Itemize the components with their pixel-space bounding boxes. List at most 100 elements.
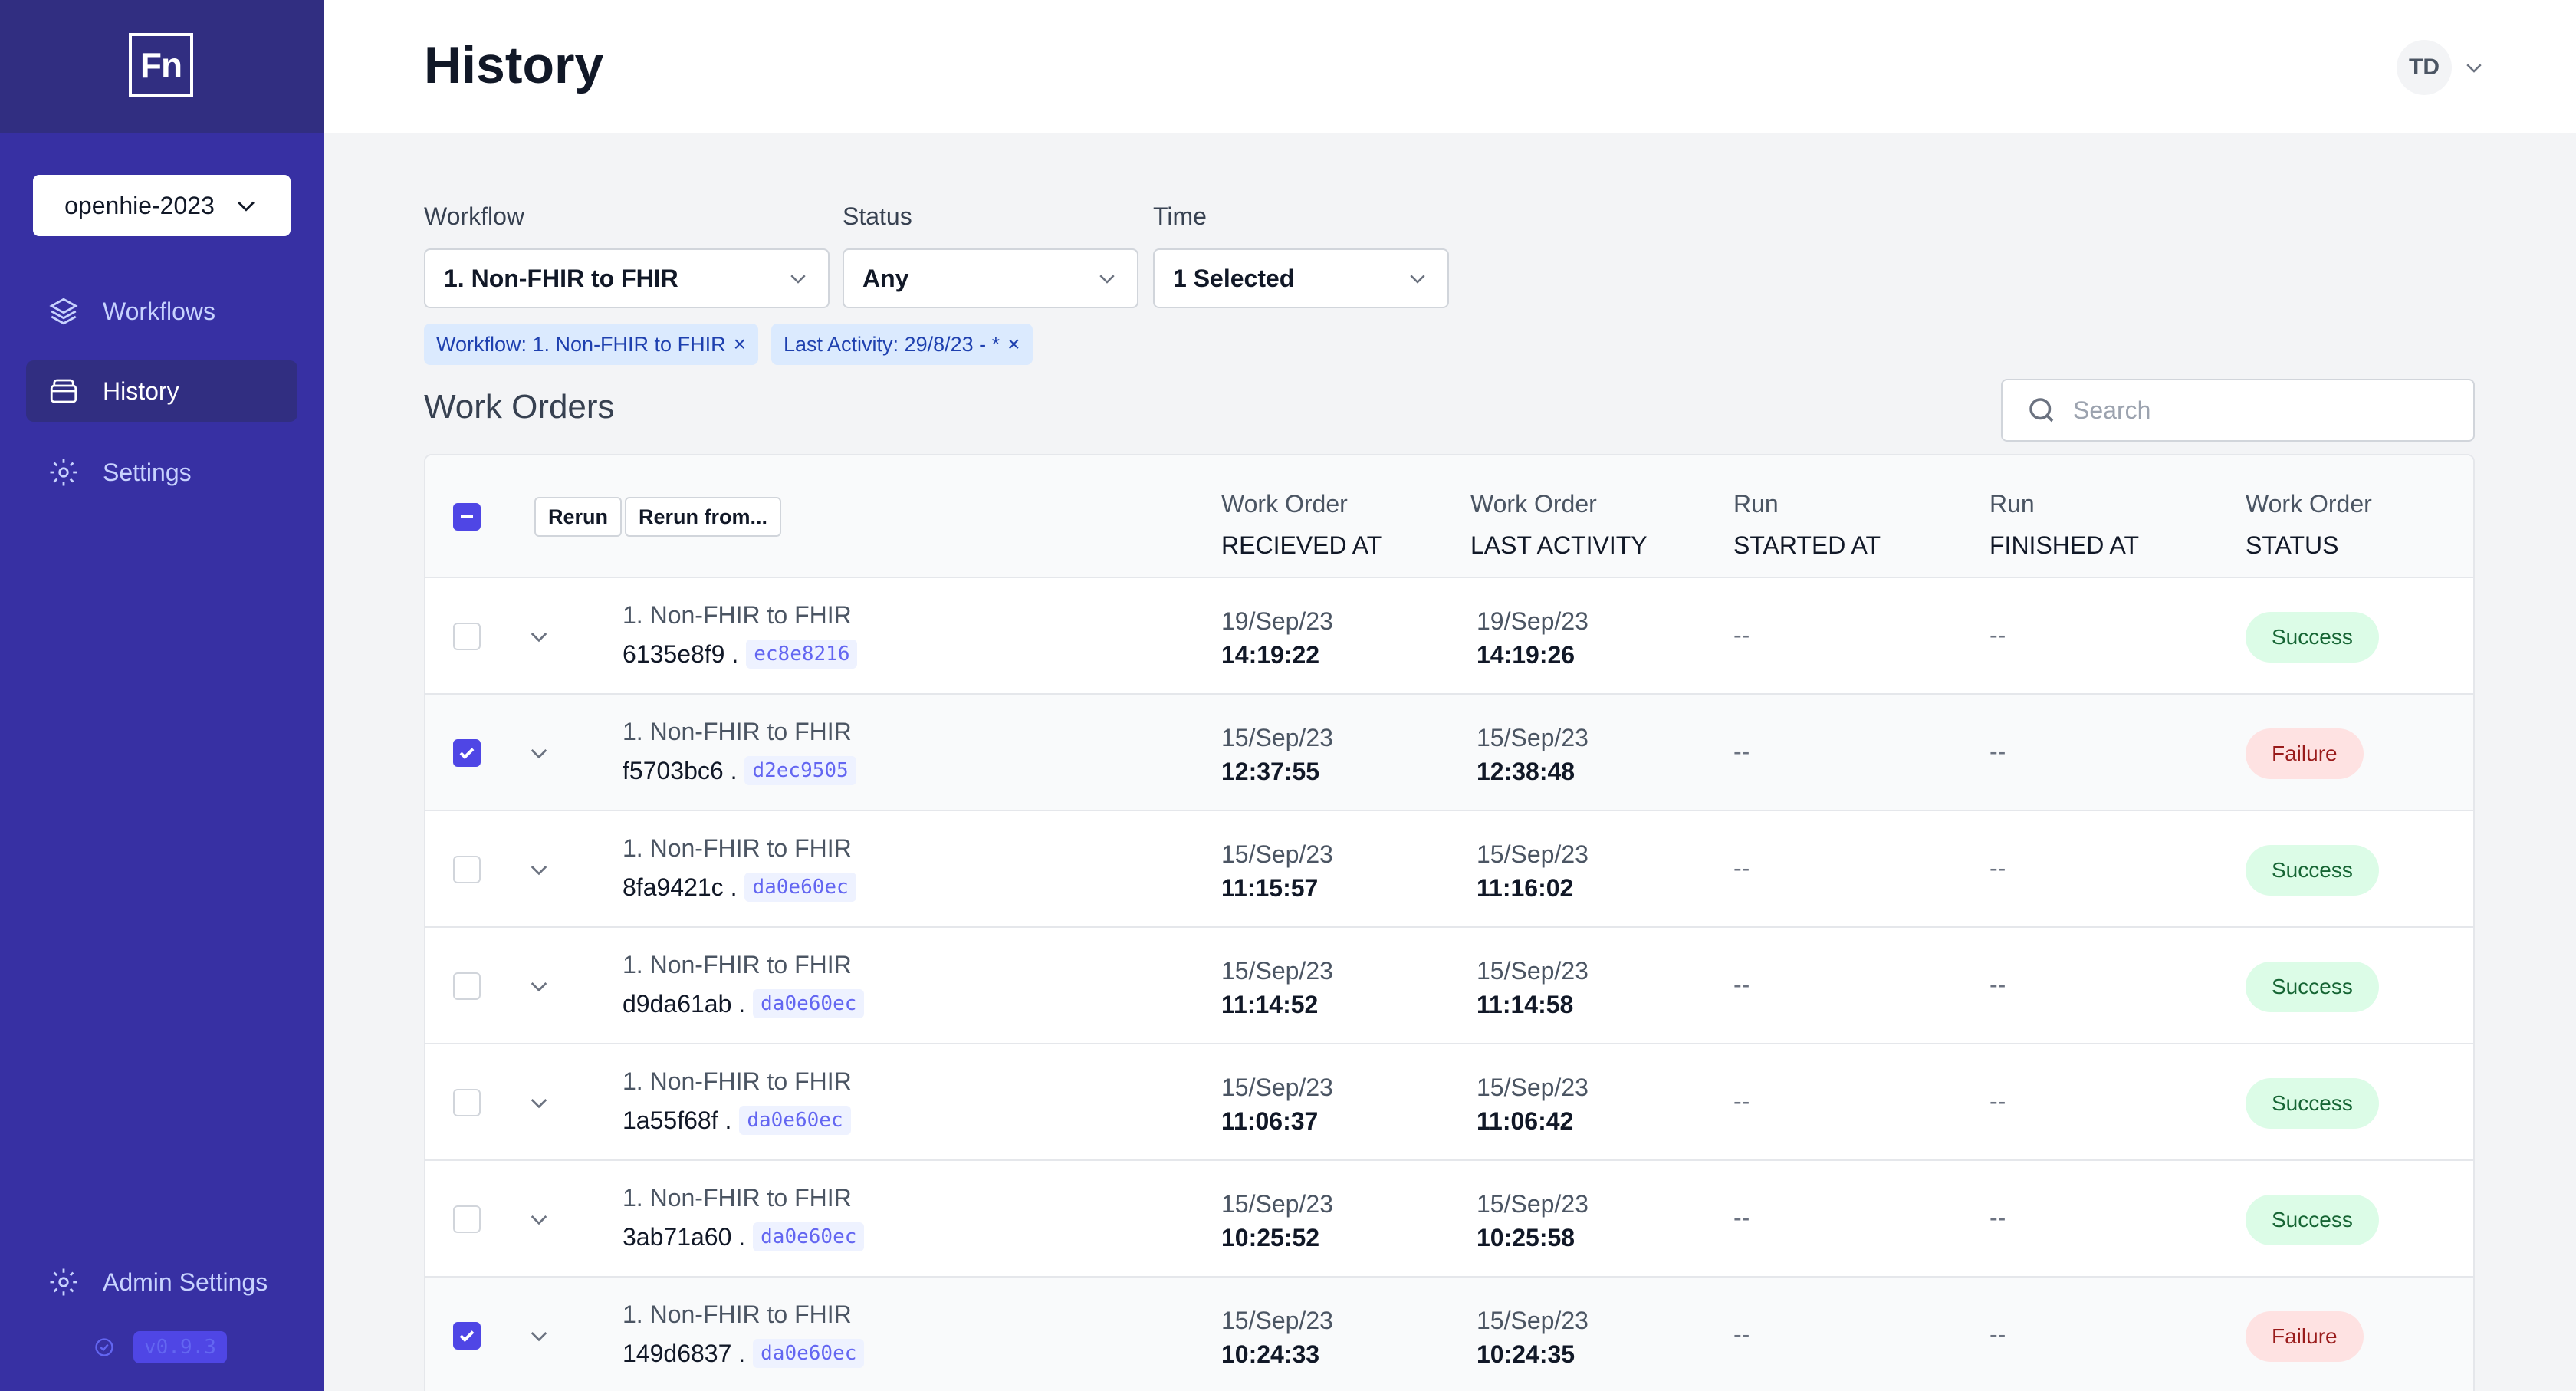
select-all-checkbox[interactable]	[453, 503, 481, 531]
column-header-finished[interactable]: Run FINISHED AT	[1990, 483, 2139, 566]
activity-date: 15/Sep/23	[1477, 1074, 1589, 1101]
received-date: 15/Sep/23	[1221, 724, 1333, 751]
version-info: v0.9.3	[94, 1331, 227, 1363]
sidebar-item-settings[interactable]: Settings	[26, 442, 297, 503]
time-filter-select[interactable]: 1 Selected	[1153, 248, 1449, 308]
avatar[interactable]: TD	[2397, 40, 2452, 95]
chevron-down-icon	[1410, 275, 1425, 284]
status-filter-label: Status	[843, 202, 912, 230]
chevron-down-icon[interactable]	[527, 741, 551, 765]
work-order-id: 149d6837 . da0e60ec	[623, 1339, 865, 1368]
work-order-id-text: 8fa9421c .	[623, 873, 738, 901]
status-filter-select[interactable]: Any	[843, 248, 1138, 308]
rerun-button[interactable]: Rerun	[534, 497, 623, 537]
received-date: 15/Sep/23	[1221, 1074, 1333, 1101]
table-row[interactable]: 1. Non-FHIR to FHIR 1a55f68f . da0e60ec 15/…	[426, 1044, 2473, 1161]
run-started-at: --	[1733, 1320, 1750, 1348]
chevron-down-icon[interactable]	[527, 1324, 551, 1348]
row-checkbox[interactable]	[453, 972, 481, 1000]
status-badge: Failure	[2246, 1311, 2364, 1362]
sidebar-header: Fn	[0, 0, 324, 133]
activity-date: 19/Sep/23	[1477, 607, 1589, 635]
sidebar-item-history[interactable]: History	[26, 360, 297, 422]
row-checkbox[interactable]	[453, 1322, 481, 1350]
row-checkbox[interactable]	[453, 623, 481, 650]
project-select[interactable]: openhie-2023	[33, 175, 291, 236]
chevron-down-icon[interactable]	[527, 857, 551, 882]
layers-icon	[49, 298, 78, 325]
run-finished-at: --	[1990, 971, 2006, 998]
row-checkbox[interactable]	[453, 856, 481, 883]
version-hash[interactable]: da0e60ec	[753, 1339, 865, 1368]
sidebar-item-label: History	[103, 377, 179, 405]
column-header-status[interactable]: Work Order STATUS	[2246, 483, 2372, 566]
search-input[interactable]	[2073, 396, 2441, 425]
run-finished-at: --	[1990, 738, 2006, 765]
chevron-down-icon[interactable]	[527, 624, 551, 649]
user-menu[interactable]: TD	[2397, 40, 2486, 95]
received-time: 10:24:33	[1221, 1340, 1320, 1368]
activity-date: 15/Sep/23	[1477, 1190, 1589, 1218]
column-header-line1: Work Order	[2246, 490, 2372, 518]
filter-chip-last-activity: Last Activity: 29/8/23 - * ×	[771, 324, 1033, 365]
table-row[interactable]: 1. Non-FHIR to FHIR f5703bc6 . d2ec9505 15/…	[426, 695, 2473, 811]
version-hash[interactable]: ec8e8216	[746, 640, 858, 669]
close-icon[interactable]: ×	[733, 332, 746, 356]
version-hash[interactable]: d2ec9505	[744, 756, 856, 785]
received-at: 15/Sep/23 11:14:52	[1221, 954, 1333, 1021]
close-icon[interactable]: ×	[1007, 332, 1020, 356]
chevron-down-icon[interactable]	[527, 1090, 551, 1115]
sidebar-item-admin-settings[interactable]: Admin Settings	[26, 1251, 297, 1313]
version-hash[interactable]: da0e60ec	[744, 873, 856, 902]
rerun-from-button[interactable]: Rerun from...	[625, 497, 782, 537]
activity-time: 14:19:26	[1477, 641, 1576, 669]
table-row[interactable]: 1. Non-FHIR to FHIR 149d6837 . da0e60ec 15/…	[426, 1278, 2473, 1391]
received-time: 14:19:22	[1221, 641, 1320, 669]
run-started-at: --	[1733, 1204, 1750, 1232]
column-header-line2: STARTED AT	[1733, 531, 1881, 559]
column-header-line1: Work Order	[1470, 490, 1597, 518]
last-activity: 15/Sep/23 11:06:42	[1477, 1070, 1589, 1138]
row-checkbox[interactable]	[453, 1089, 481, 1116]
column-header-line2: LAST ACTIVITY	[1470, 531, 1648, 559]
status-badge: Success	[2246, 1078, 2379, 1129]
column-header-started[interactable]: Run STARTED AT	[1733, 483, 1881, 566]
chevron-down-icon[interactable]	[527, 974, 551, 998]
time-filter-label: Time	[1153, 202, 1207, 230]
chevron-down-icon[interactable]	[527, 1207, 551, 1232]
run-finished-at: --	[1990, 621, 2006, 649]
search-box[interactable]	[2001, 379, 2475, 442]
received-at: 15/Sep/23 10:24:33	[1221, 1304, 1333, 1371]
last-activity: 15/Sep/23 10:25:58	[1477, 1187, 1589, 1255]
chevron-down-icon	[237, 201, 255, 212]
sidebar-item-label: Settings	[103, 458, 192, 486]
page-title: History	[424, 36, 604, 94]
sidebar-item-workflows[interactable]: Workflows	[26, 281, 297, 342]
table-row[interactable]: 1. Non-FHIR to FHIR 6135e8f9 . ec8e8216 19/…	[426, 578, 2473, 695]
work-order-id-text: 149d6837 .	[623, 1339, 746, 1367]
workflow-name: 1. Non-FHIR to FHIR	[623, 718, 852, 745]
run-started-at: --	[1733, 738, 1750, 765]
version-hash[interactable]: da0e60ec	[753, 989, 865, 1018]
filter-chip-workflow: Workflow: 1. Non-FHIR to FHIR ×	[424, 324, 758, 365]
row-checkbox[interactable]	[453, 1205, 481, 1233]
workflow-filter-select[interactable]: 1. Non-FHIR to FHIR	[424, 248, 830, 308]
column-header-received[interactable]: Work Order RECIEVED AT	[1221, 483, 1382, 566]
activity-date: 15/Sep/23	[1477, 724, 1589, 751]
table-row[interactable]: 1. Non-FHIR to FHIR 3ab71a60 . da0e60ec 15/…	[426, 1161, 2473, 1278]
activity-date: 15/Sep/23	[1477, 957, 1589, 985]
version-hash[interactable]: da0e60ec	[739, 1106, 851, 1135]
table-row[interactable]: 1. Non-FHIR to FHIR 8fa9421c . da0e60ec 15/…	[426, 811, 2473, 928]
version-badge: v0.9.3	[133, 1331, 227, 1363]
version-hash[interactable]: da0e60ec	[753, 1222, 865, 1251]
logo[interactable]: Fn	[129, 33, 193, 97]
table-row[interactable]: 1. Non-FHIR to FHIR d9da61ab . da0e60ec 15/…	[426, 928, 2473, 1044]
received-date: 15/Sep/23	[1221, 957, 1333, 985]
received-at: 15/Sep/23 11:15:57	[1221, 837, 1333, 905]
last-activity: 15/Sep/23 11:16:02	[1477, 837, 1589, 905]
workflow-name: 1. Non-FHIR to FHIR	[623, 1184, 852, 1212]
column-header-last-activity[interactable]: Work Order LAST ACTIVITY	[1470, 483, 1648, 566]
table-header: Rerun Rerun from... Work Order RECIEVED …	[426, 455, 2473, 578]
received-date: 15/Sep/23	[1221, 840, 1333, 868]
row-checkbox[interactable]	[453, 739, 481, 767]
